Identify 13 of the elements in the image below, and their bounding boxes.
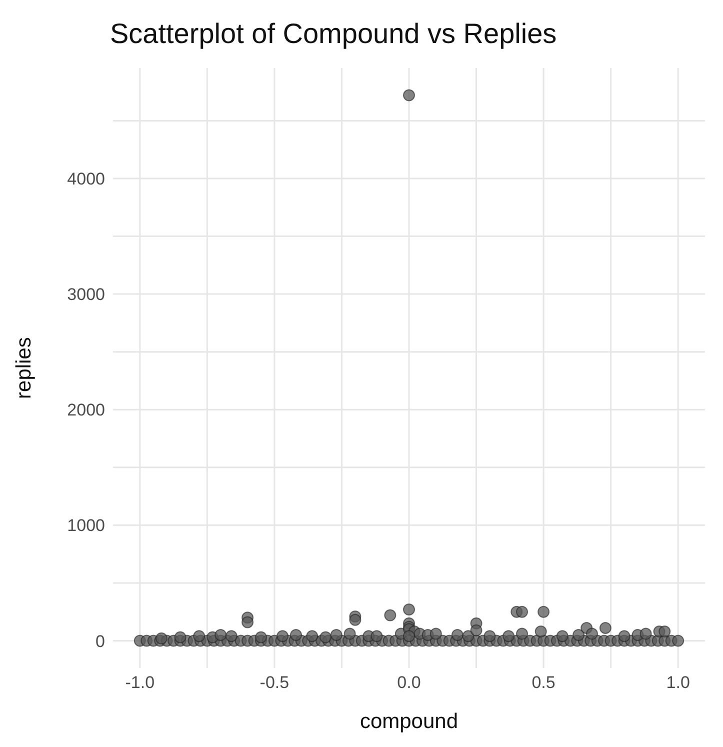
x-tick-label: 1.0 <box>666 673 690 692</box>
y-tick-label: 1000 <box>67 516 105 536</box>
y-tick-label: 0 <box>96 632 105 651</box>
y-tick-label: 2000 <box>67 400 105 420</box>
y-tick-label: 4000 <box>67 170 105 189</box>
y-tick-label: 3000 <box>67 285 105 304</box>
x-axis-title: compound <box>360 710 458 733</box>
x-tick-label: -0.5 <box>260 673 290 692</box>
x-tick-label: 0.0 <box>397 673 421 692</box>
x-tick-label: 0.5 <box>532 673 556 692</box>
chart-title: Scatterplot of Compound vs Replies <box>109 17 558 51</box>
y-axis-title: replies <box>12 337 36 399</box>
x-tick-label: -1.0 <box>125 673 155 692</box>
